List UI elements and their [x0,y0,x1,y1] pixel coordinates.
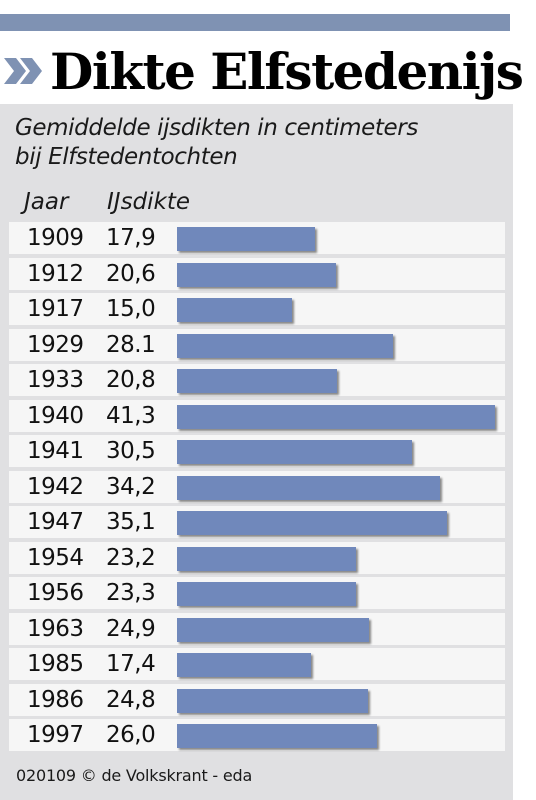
year-label: 1933 [27,367,84,393]
bar [177,653,311,677]
column-header-value: IJsdikte [107,189,191,215]
bar-row: 1985 17,4 [9,648,505,680]
bar-row: 1917 15,0 [9,293,505,325]
value-label: 23,3 [106,580,156,606]
year-label: 1956 [27,580,84,606]
bar [177,689,368,713]
bar [177,369,337,393]
double-chevron-icon [4,58,42,84]
value-label: 41,3 [106,403,156,429]
subtitle-line-2: bij Elfstedentochten [15,144,238,170]
bar [177,511,447,535]
bar-row: 1933 20,8 [9,364,505,396]
subtitle-line-1: Gemiddelde ijsdikten in centimeters [15,115,418,141]
bar-row: 1997 26,0 [9,719,505,751]
bar [177,334,393,358]
value-label: 28.1 [106,332,156,358]
value-label: 26,0 [106,722,156,748]
bar-row: 1963 24,9 [9,613,505,645]
value-label: 20,8 [106,367,156,393]
chart-subtitle: Gemiddelde ijsdikten in centimeters bij … [15,114,505,172]
year-label: 1985 [27,651,84,677]
bar-row: 1947 35,1 [9,506,505,538]
bar [177,227,315,251]
top-accent-bar [0,14,510,31]
value-label: 17,4 [106,651,156,677]
bar-row: 1941 30,5 [9,435,505,467]
bar-row: 1956 23,3 [9,577,505,609]
chart-title: Dikte Elfstedenijs [50,42,524,101]
value-label: 30,5 [106,438,156,464]
year-label: 1963 [27,616,84,642]
bar [177,618,369,642]
bar-row: 1942 34,2 [9,471,505,503]
value-label: 24,9 [106,616,156,642]
bar [177,724,377,748]
year-label: 1929 [27,332,84,358]
title-row: Dikte Elfstedenijs [0,40,536,104]
bar [177,263,336,287]
bar [177,476,440,500]
bar [177,582,356,606]
year-label: 1954 [27,545,84,571]
year-label: 1912 [27,261,84,287]
bar-row: 1912 20,6 [9,258,505,290]
value-label: 35,1 [106,509,156,535]
year-label: 1941 [27,438,84,464]
bar-row: 1929 28.1 [9,329,505,361]
bar-row: 1940 41,3 [9,400,505,432]
bar [177,298,292,322]
value-label: 17,9 [106,225,156,251]
bar-row: 1986 24,8 [9,684,505,716]
bar-row: 1909 17,9 [9,222,505,254]
year-label: 1942 [27,474,84,500]
footer-credit: 020109 © de Volkskrant - eda [16,766,253,785]
bar-row: 1954 23,2 [9,542,505,574]
value-label: 34,2 [106,474,156,500]
column-header-year: Jaar [24,189,69,215]
value-label: 20,6 [106,261,156,287]
year-label: 1917 [27,296,84,322]
year-label: 1940 [27,403,84,429]
value-label: 24,8 [106,687,156,713]
year-label: 1997 [27,722,84,748]
bar [177,405,495,429]
value-label: 15,0 [106,296,156,322]
value-label: 23,2 [106,545,156,571]
year-label: 1947 [27,509,84,535]
year-label: 1986 [27,687,84,713]
bar [177,440,412,464]
year-label: 1909 [27,225,84,251]
bar [177,547,356,571]
